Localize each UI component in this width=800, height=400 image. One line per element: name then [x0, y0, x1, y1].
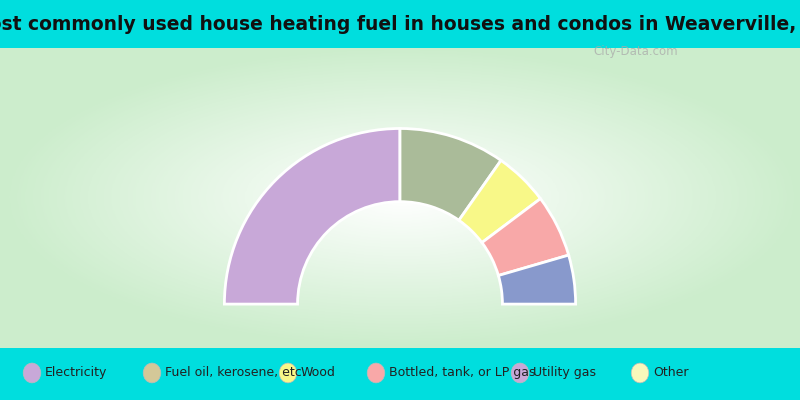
- Text: Wood: Wood: [301, 366, 336, 380]
- Text: Other: Other: [653, 366, 688, 380]
- Wedge shape: [482, 199, 569, 276]
- Ellipse shape: [143, 363, 161, 383]
- Ellipse shape: [279, 363, 297, 383]
- Text: City-Data.com: City-Data.com: [593, 45, 678, 58]
- Wedge shape: [400, 128, 501, 220]
- Ellipse shape: [511, 363, 529, 383]
- Wedge shape: [224, 128, 400, 304]
- Text: Electricity: Electricity: [45, 366, 107, 380]
- Text: Most commonly used house heating fuel in houses and condos in Weaverville, CA: Most commonly used house heating fuel in…: [0, 14, 800, 34]
- Wedge shape: [498, 255, 576, 304]
- Ellipse shape: [23, 363, 41, 383]
- Ellipse shape: [367, 363, 385, 383]
- Text: Utility gas: Utility gas: [533, 366, 596, 380]
- Wedge shape: [459, 160, 541, 242]
- Text: Fuel oil, kerosene, etc.: Fuel oil, kerosene, etc.: [165, 366, 306, 380]
- Text: Bottled, tank, or LP gas: Bottled, tank, or LP gas: [389, 366, 535, 380]
- Ellipse shape: [631, 363, 649, 383]
